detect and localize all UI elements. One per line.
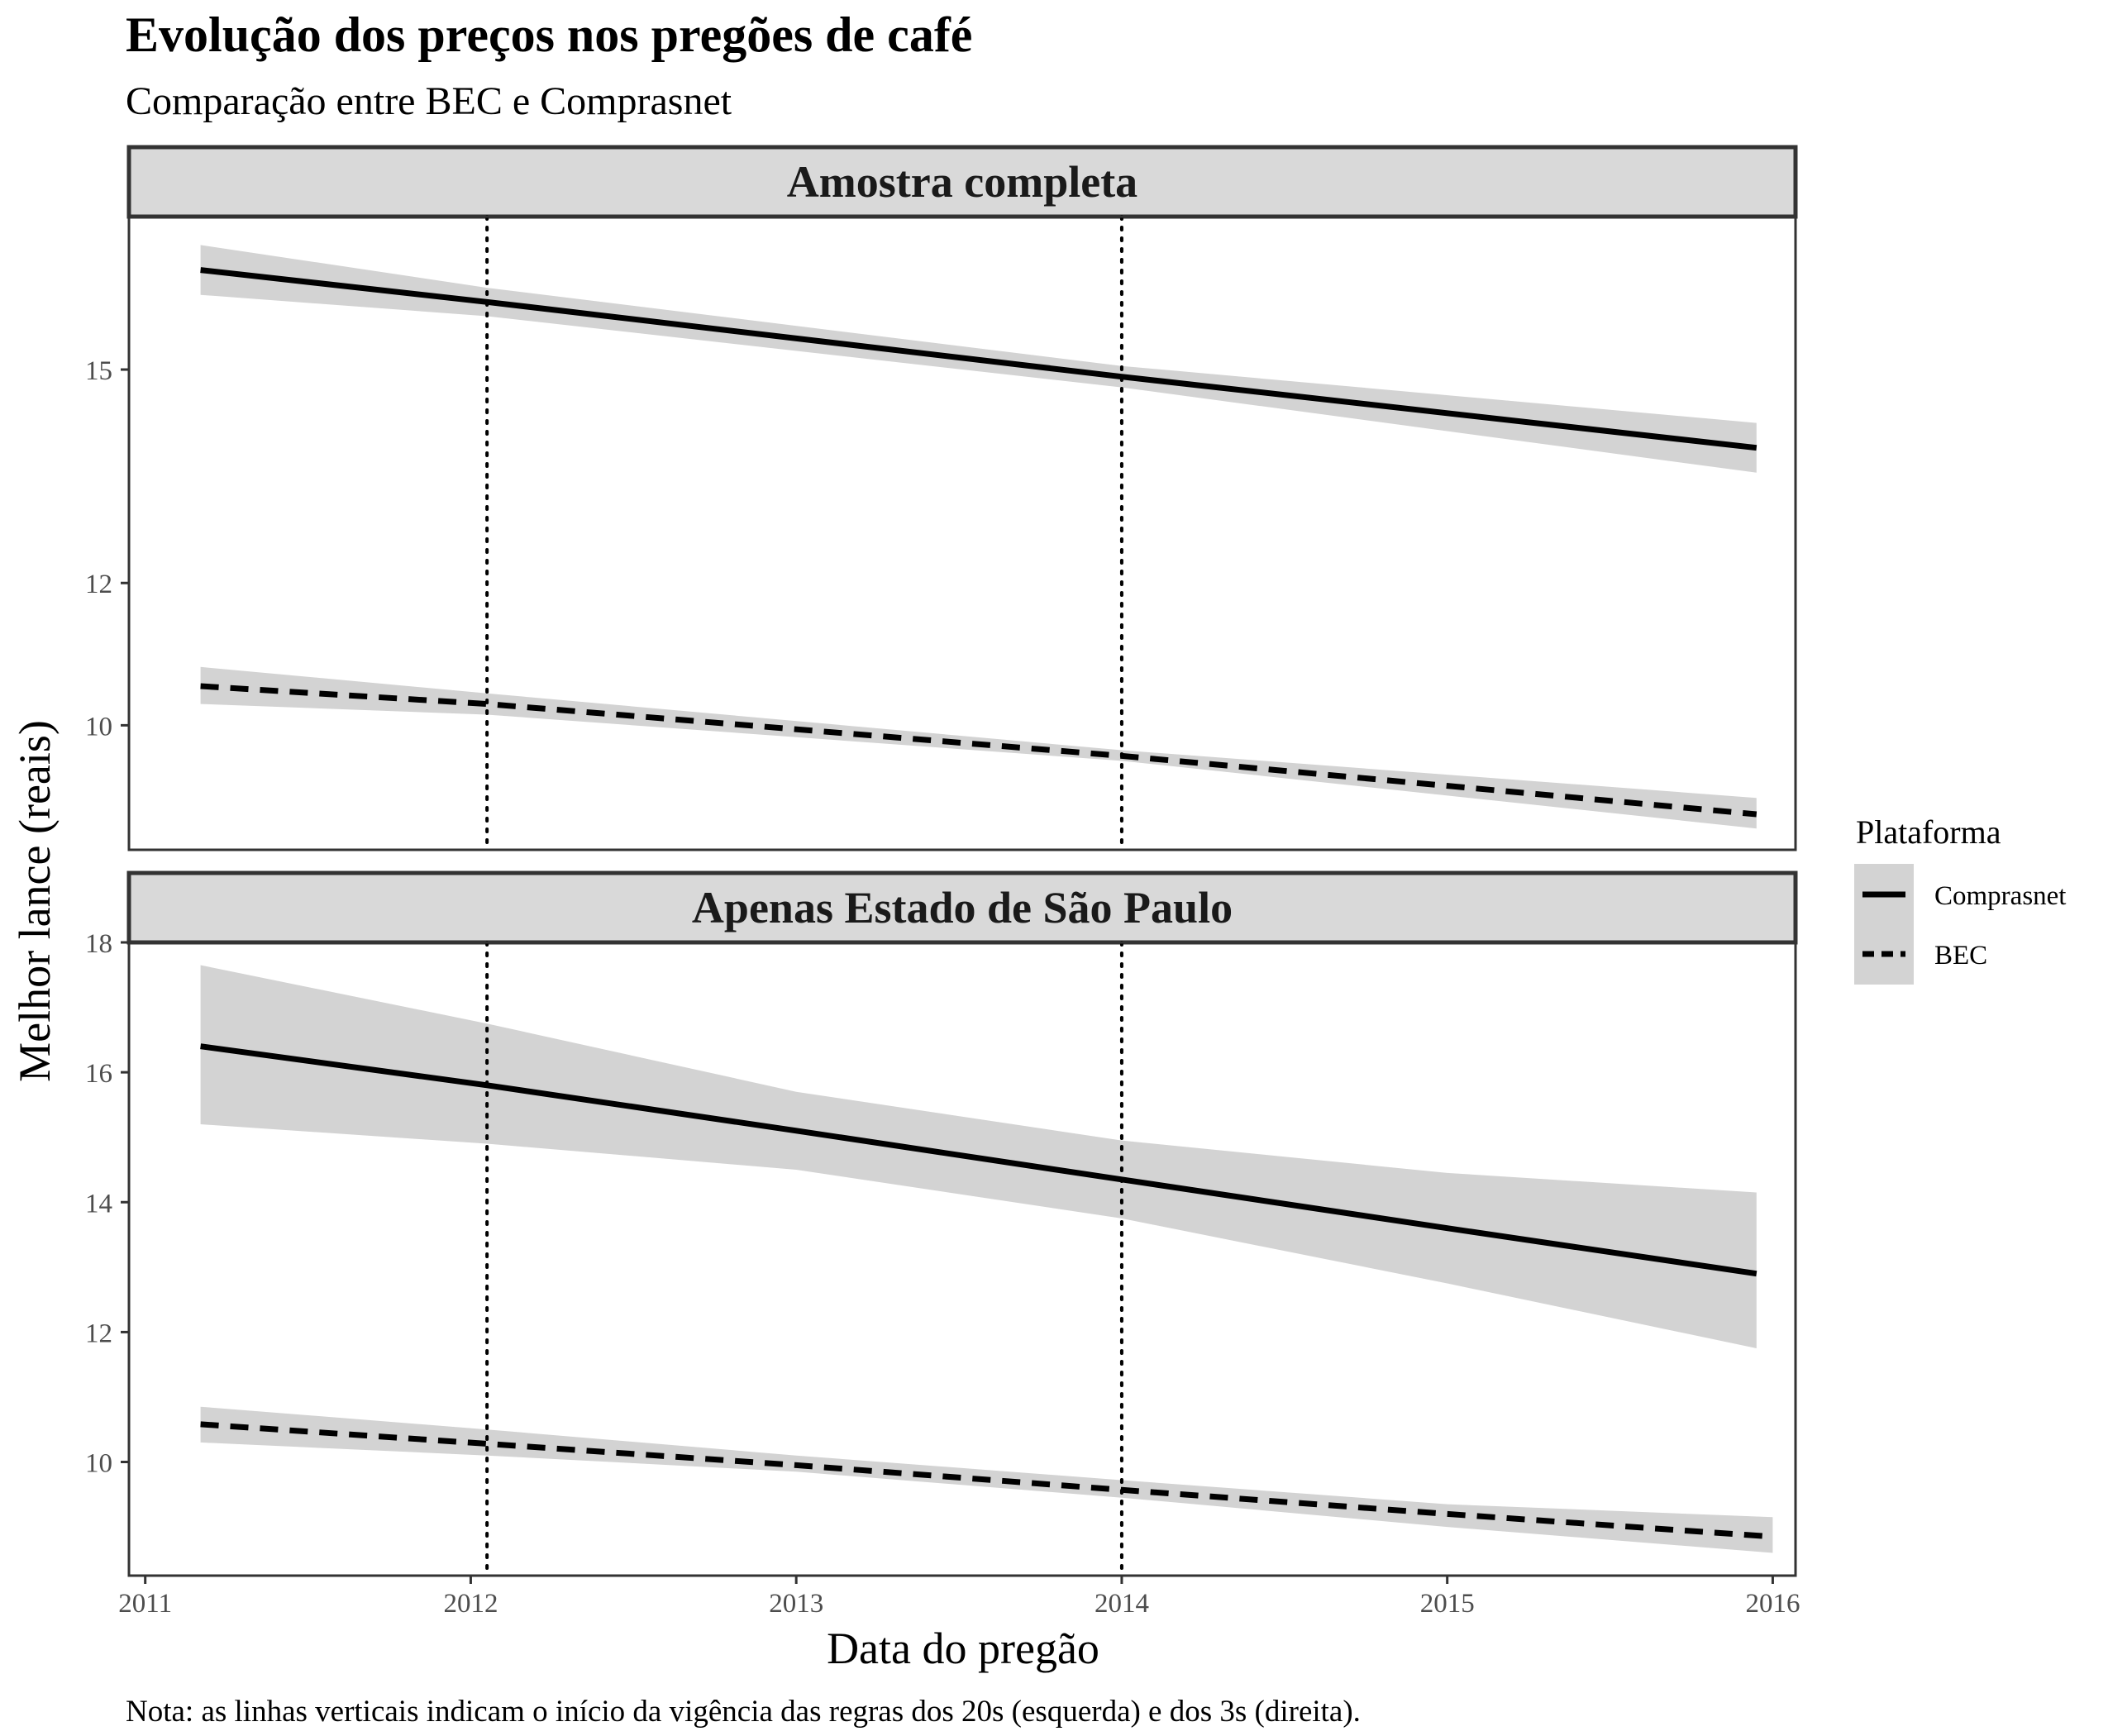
confidence-band-bec (200, 666, 1757, 829)
y-tick-label: 10 (85, 1449, 112, 1479)
facet-strip (126, 145, 1798, 219)
y-tick-label: 16 (85, 1059, 112, 1089)
series-line-bec (200, 683, 1757, 818)
series-line-comprasnet (200, 1043, 1757, 1277)
facet-panels: Amostra completa 10 12 15 Apenas Estado de S… (85, 145, 1798, 1577)
legend-entries: Comprasnet BEC (1862, 881, 2066, 971)
legend-title: Plataforma (1856, 813, 2001, 851)
panel-apenas-estado-de-sao-paulo: Apenas Estado de São Paulo 10 12 14 16 18 (85, 870, 1798, 1577)
x-tick-label: 2016 (1745, 1589, 1800, 1619)
chart-subtitle: Comparação entre BEC e Comprasnet (126, 79, 732, 123)
legend: Plataforma Comprasnet BEC (1854, 813, 2066, 985)
panel-border (127, 215, 1797, 851)
chart-title: Evolução dos preços nos pregões de café (126, 7, 972, 62)
x-axis-label: Data do pregão (827, 1624, 1099, 1673)
x-tick-label: 2011 (118, 1589, 172, 1619)
legend-label-comprasnet: Comprasnet (1934, 881, 2066, 911)
y-tick-label: 18 (85, 929, 112, 959)
x-axis: 2011 2012 2013 2014 2015 2016 (118, 1576, 1800, 1619)
chart-caption: Nota: as linhas verticais indicam o iníc… (126, 1695, 1361, 1729)
x-tick-label: 2014 (1095, 1589, 1149, 1619)
panel-border (127, 941, 1797, 1577)
x-tick-label: 2013 (769, 1589, 823, 1619)
facet-strip-label: Apenas Estado de São Paulo (692, 883, 1233, 932)
x-tick-label: 2015 (1420, 1589, 1475, 1619)
facet-strip-label: Amostra completa (787, 157, 1137, 207)
y-tick-label: 14 (85, 1189, 112, 1219)
y-tick-label: 15 (85, 356, 112, 386)
y-tick-label: 12 (85, 570, 112, 599)
legend-label-bec: BEC (1934, 941, 1987, 971)
panel-amostra-completa: Amostra completa 10 12 15 (85, 145, 1798, 851)
series-line-bec (200, 1421, 1773, 1540)
x-tick-label: 2012 (443, 1589, 498, 1619)
y-tick-label: 12 (85, 1319, 112, 1348)
y-tick-label: 10 (85, 712, 112, 742)
y-axis-label: Melhor lance (reais) (10, 720, 60, 1082)
series-line-comprasnet (200, 267, 1757, 451)
legend-key-background (1854, 864, 1914, 985)
